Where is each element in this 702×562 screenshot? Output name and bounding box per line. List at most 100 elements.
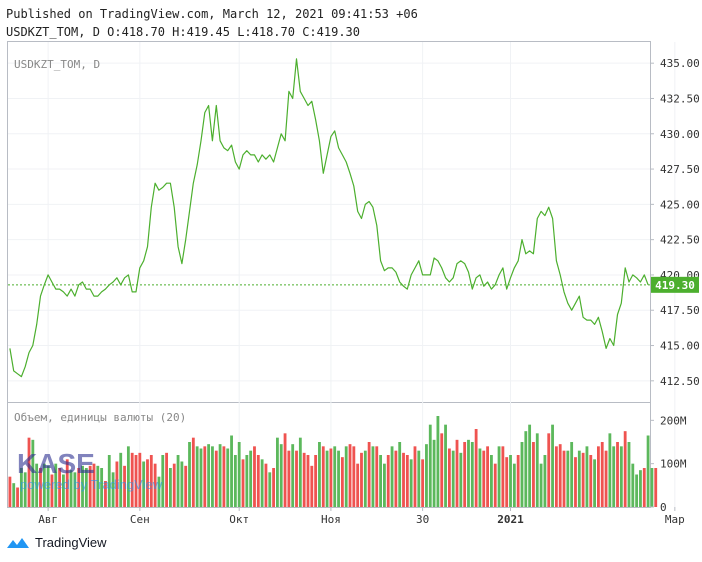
volume-bar <box>176 455 180 507</box>
volume-bar <box>646 435 650 507</box>
volume-bar <box>616 442 619 507</box>
volume-bar <box>65 459 69 507</box>
volume-bar <box>298 437 302 507</box>
volume-bar <box>612 446 616 507</box>
last-price-badge <box>651 276 699 293</box>
volume-bar <box>256 455 260 507</box>
volume-bar <box>505 457 509 507</box>
volume-bar <box>535 433 539 507</box>
volume-bar <box>291 444 295 507</box>
volume-bar <box>516 455 520 507</box>
volume-bar <box>577 450 581 507</box>
volume-bar <box>394 450 398 507</box>
volume-bar <box>180 461 184 507</box>
price-tick-label: 412.50 <box>660 375 700 388</box>
volume-bar <box>12 483 16 507</box>
price-tick-label: 427.50 <box>660 163 700 176</box>
volume-bar <box>440 433 444 507</box>
volume-bar <box>73 472 77 507</box>
tradingview-logo-icon <box>7 537 29 548</box>
volume-bar <box>597 446 600 507</box>
volume-bar <box>279 444 283 507</box>
volume-bar <box>260 459 264 507</box>
volume-bar <box>211 446 214 507</box>
volume-bar <box>428 424 432 507</box>
volume-bar <box>249 450 253 507</box>
volume-bar <box>574 457 577 507</box>
volume-bar <box>451 450 455 507</box>
volume-bar <box>417 450 421 507</box>
volume-bar <box>528 424 532 507</box>
volume-bar <box>467 439 470 507</box>
volume-bar <box>100 468 104 507</box>
volume-bar <box>623 431 627 507</box>
volume-bar <box>69 470 73 507</box>
volume-bar <box>329 448 333 507</box>
volume-pane-label: Объем, единицы валюты (20) <box>14 411 186 424</box>
volume-bar <box>233 455 237 507</box>
volume-bar <box>272 468 275 507</box>
volume-bar <box>570 442 574 507</box>
published-header: Published on TradingView.com, March 12, … <box>6 7 418 21</box>
volume-bar <box>42 463 46 507</box>
volume-bar <box>512 463 516 507</box>
volume-bar <box>88 465 92 507</box>
volume-bar <box>524 431 528 507</box>
volume-bar <box>539 463 543 507</box>
volume-bar <box>153 463 157 507</box>
volume-bar <box>62 474 65 507</box>
volume-bar <box>92 463 96 507</box>
volume-bar <box>191 437 195 507</box>
volume-bar <box>16 487 19 507</box>
volume-bar <box>218 444 222 507</box>
volume-bar <box>31 439 35 507</box>
volume-bar <box>8 476 12 507</box>
volume-bar <box>402 452 405 507</box>
volume-bar <box>375 446 379 507</box>
volume-bar <box>226 448 230 507</box>
volume-bar <box>207 444 211 507</box>
volume-bar <box>245 455 249 507</box>
volume-bar <box>302 452 306 507</box>
volume-bar <box>490 455 493 507</box>
volume-bar <box>604 450 608 507</box>
time-tick-label: Авг <box>38 513 58 526</box>
volume-bar <box>425 444 428 507</box>
volume-bar <box>348 444 352 507</box>
volume-bar <box>268 472 272 507</box>
volume-bar <box>123 465 126 507</box>
volume-bar <box>501 446 505 507</box>
volume-bar <box>161 455 165 507</box>
volume-bar <box>455 439 459 507</box>
volume-bar <box>39 468 42 507</box>
tradingview-brand[interactable]: TradingView <box>6 535 107 550</box>
price-tick-label: 430.00 <box>660 128 700 141</box>
volume-bar <box>337 450 340 507</box>
volume-bar <box>493 463 497 507</box>
volume-bar <box>562 450 566 507</box>
volume-bar <box>318 442 321 507</box>
price-tick-label: 417.50 <box>660 304 700 317</box>
volume-bar <box>409 459 413 507</box>
volume-bar <box>383 463 386 507</box>
volume-bar <box>77 468 81 507</box>
volume-bar <box>169 468 172 507</box>
volume-bar <box>444 424 447 507</box>
volume-bar <box>84 468 88 507</box>
price-tick-label: 425.00 <box>660 198 700 211</box>
volume-bar <box>283 433 287 507</box>
volume-bar <box>149 455 153 507</box>
price-tick-label: 422.50 <box>660 234 700 247</box>
volume-tick-label: 0 <box>660 501 667 514</box>
volume-bar <box>459 452 463 507</box>
price-tick-label: 432.50 <box>660 92 700 105</box>
volume-bar <box>340 457 344 507</box>
volume-bar <box>371 446 375 507</box>
volume-bar <box>104 481 107 507</box>
volume-bar <box>470 442 474 507</box>
volume-bar <box>405 455 409 507</box>
volume-bar <box>432 439 436 507</box>
volume-bar <box>214 450 218 507</box>
volume-bar <box>356 463 360 507</box>
price-pane-label: USDKZT_TOM, D <box>14 58 100 71</box>
